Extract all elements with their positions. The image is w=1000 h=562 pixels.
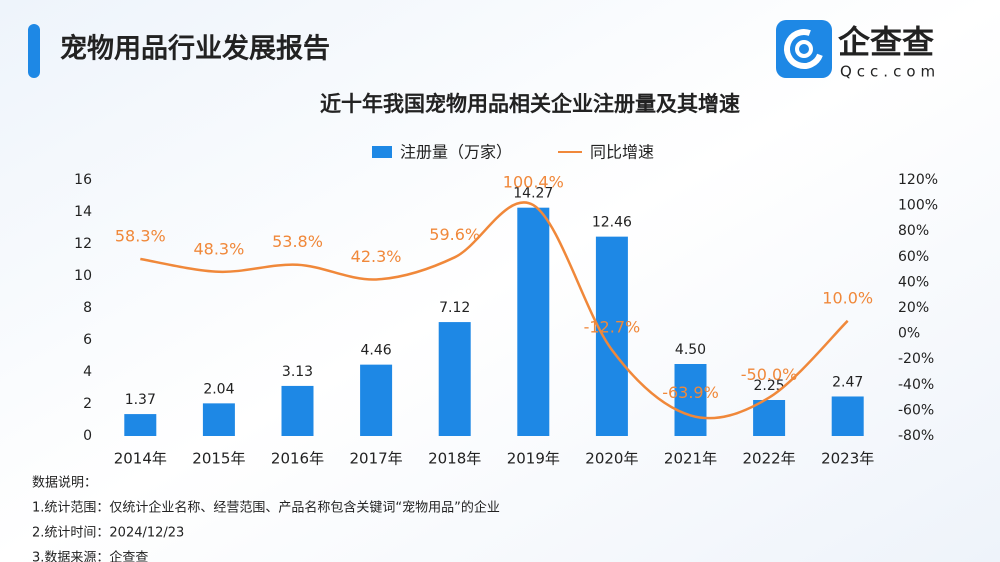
y-tick-label: 16 [74, 172, 92, 188]
bar [281, 385, 314, 436]
y2-tick-label: 100% [898, 198, 938, 214]
note: 3.数据来源：企查查 [32, 550, 148, 562]
bar [438, 322, 471, 436]
y2-tick-label: 80% [898, 223, 929, 239]
y-tick-label: 14 [74, 204, 92, 220]
bar-value-label: 2.04 [203, 381, 234, 397]
y2-tick-label: -60% [898, 402, 934, 418]
y2-tick-label: 0% [898, 326, 920, 342]
note: 2.统计时间：2024/12/23 [32, 526, 184, 541]
line-value-label: 48.3% [193, 239, 244, 258]
y-tick-label: 4 [83, 364, 92, 380]
y2-tick-label: -80% [898, 428, 934, 444]
bar-value-label: 4.50 [675, 342, 706, 358]
y2-tick-label: 120% [898, 172, 938, 188]
line-value-label: -50.0% [741, 365, 798, 384]
bar [124, 414, 157, 436]
note: 1.统计范围：仅统计企业名称、经营范围、产品名称包含关键词“宠物用品”的企业 [32, 500, 500, 516]
bar [517, 207, 550, 436]
line-value-label: 42.3% [351, 247, 402, 266]
bar-value-label: 3.13 [282, 364, 313, 380]
x-tick-label: 2015年 [192, 450, 245, 468]
x-tick-label: 2018年 [428, 450, 481, 468]
legend-label: 注册量（万家） [400, 143, 512, 162]
note: 数据说明： [32, 476, 97, 491]
legend-swatch [372, 146, 392, 158]
bar-value-label: 2.25 [754, 378, 785, 394]
x-tick-label: 2022年 [743, 450, 796, 468]
legend-label: 同比增速 [590, 143, 654, 162]
bar [202, 403, 235, 436]
bar-value-label: 4.46 [361, 343, 392, 359]
bar-value-label: 1.37 [125, 392, 156, 408]
bar-value-label: 7.12 [439, 300, 470, 316]
bar [674, 364, 707, 436]
line-value-label: 100.4% [503, 173, 564, 192]
y-tick-label: 8 [83, 300, 92, 316]
bar-value-label: 12.46 [592, 215, 632, 231]
y2-tick-label: 60% [898, 249, 929, 265]
y-tick-label: 0 [83, 428, 92, 444]
y2-tick-label: -40% [898, 377, 934, 393]
y2-tick-label: 40% [898, 274, 929, 290]
x-tick-label: 2020年 [585, 450, 638, 468]
y2-tick-label: -20% [898, 351, 934, 367]
logo-text: 企查查 [838, 23, 934, 61]
x-tick-label: 2017年 [350, 450, 403, 468]
bar-value-label: 14.27 [513, 186, 553, 202]
x-tick-label: 2014年 [114, 450, 167, 468]
y-tick-label: 12 [74, 236, 92, 252]
y-tick-label: 2 [83, 396, 92, 412]
bar [753, 400, 786, 436]
y-tick-label: 6 [83, 332, 92, 348]
line-value-label: 53.8% [272, 232, 323, 251]
bar [360, 364, 393, 436]
y-tick-label: 10 [74, 268, 92, 284]
bar [831, 396, 864, 436]
x-tick-label: 2023年 [821, 450, 874, 468]
x-tick-label: 2021年 [664, 450, 717, 468]
bar-value-label: 2.47 [832, 374, 863, 390]
line-value-label: -12.7% [584, 317, 641, 336]
line-value-label: 10.0% [822, 288, 873, 307]
logo-icon [776, 20, 832, 78]
x-tick-label: 2016年 [271, 450, 324, 468]
line-value-label: -63.9% [662, 383, 719, 402]
growth-line [140, 201, 849, 420]
bar [595, 236, 628, 436]
line-value-label: 59.6% [429, 225, 480, 244]
logo-glyph [795, 40, 813, 58]
y2-tick-label: 20% [898, 300, 929, 316]
header-title: 宠物用品行业发展报告 [60, 33, 330, 65]
chart-title: 近十年我国宠物用品相关企业注册量及其增速 [320, 92, 740, 116]
x-tick-label: 2019年 [507, 450, 560, 468]
logo-url: Qcc.com [840, 63, 940, 81]
line-value-label: 58.3% [115, 226, 166, 245]
header-accent [28, 24, 40, 78]
